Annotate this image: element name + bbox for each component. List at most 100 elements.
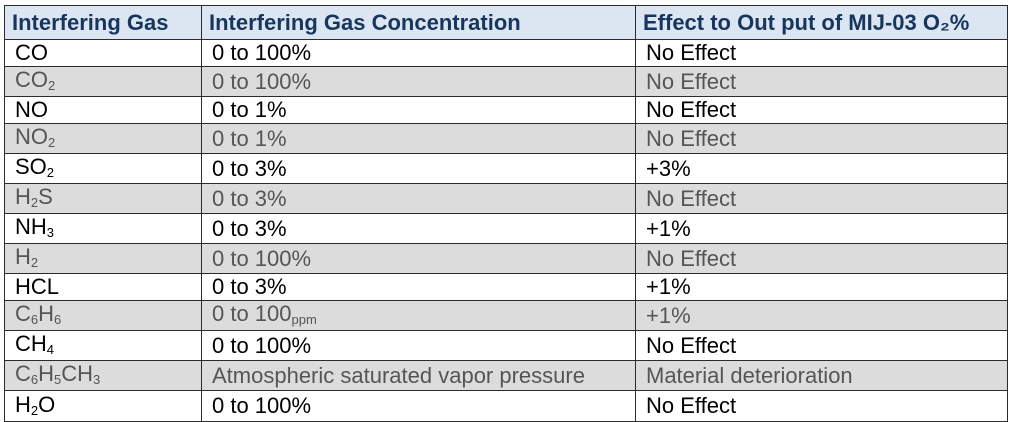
cell-text: 0 to 3% bbox=[212, 274, 287, 300]
header-interfering-gas: Interfering Gas bbox=[4, 5, 202, 40]
cell-interfering-gas: NH3 bbox=[4, 213, 202, 244]
header-row: Interfering Gas Interfering Gas Concentr… bbox=[4, 5, 1008, 40]
cell-interfering-gas: H2 bbox=[4, 243, 202, 274]
cell-text: NO bbox=[15, 97, 48, 123]
table-row: CO2 0 to 100% No Effect bbox=[4, 66, 1008, 97]
cell-effect-to-output: Material deterioration bbox=[635, 360, 1008, 391]
cell-interfering-gas: NO bbox=[4, 96, 202, 124]
cell-gas-concentration: 0 to 3% bbox=[201, 153, 636, 184]
cell-gas-concentration: 0 to 100ppm bbox=[201, 300, 636, 331]
cell-effect-to-output: No Effect bbox=[635, 390, 1008, 422]
subscript-text: 2 bbox=[46, 165, 55, 180]
interference-table: Interfering Gas Interfering Gas Concentr… bbox=[4, 5, 1008, 422]
cell-text: 0 to 100% bbox=[212, 332, 312, 358]
cell-effect-to-output: +1% bbox=[635, 300, 1008, 331]
header-gas-concentration: Interfering Gas Concentration bbox=[201, 5, 636, 40]
table-row: SO2 0 to 3% +3% bbox=[4, 153, 1008, 184]
cell-interfering-gas: H2O bbox=[4, 390, 202, 422]
cell-gas-concentration: 0 to 100% bbox=[201, 330, 636, 361]
cell-text: CH bbox=[61, 361, 94, 387]
cell-text: 0 to 100% bbox=[212, 393, 312, 418]
subscript-text: 2 bbox=[30, 402, 39, 418]
cell-text: CO bbox=[15, 40, 48, 66]
subscript-text: 6 bbox=[30, 312, 39, 327]
table-body: CO 0 to 100% No Effect CO2 0 to 100% No Effec… bbox=[4, 39, 1008, 422]
cell-text: CH bbox=[15, 331, 47, 357]
subscript-text: 6 bbox=[54, 312, 62, 327]
table-row: NH3 0 to 3% +1% bbox=[4, 213, 1008, 244]
cell-effect-to-output: No Effect bbox=[635, 66, 1008, 97]
table-row: CH4 0 to 100% No Effect bbox=[4, 330, 1008, 361]
cell-text: HCL bbox=[15, 274, 60, 300]
cell-gas-concentration: 0 to 100% bbox=[201, 66, 636, 97]
cell-text: 0 to 100 bbox=[212, 301, 292, 327]
subscript-text: 5 bbox=[54, 372, 62, 387]
subscript-text: 3 bbox=[93, 372, 101, 387]
cell-gas-concentration: Atmospheric saturated vapor pressure bbox=[201, 360, 636, 391]
cell-gas-concentration: 0 to 1% bbox=[201, 123, 636, 154]
cell-effect-to-output: No Effect bbox=[635, 183, 1008, 214]
table-row: NO 0 to 1% No Effect bbox=[4, 96, 1008, 124]
cell-gas-concentration: 0 to 3% bbox=[201, 213, 636, 244]
cell-effect-to-output: +1% bbox=[635, 273, 1008, 301]
cell-effect-to-output: No Effect bbox=[635, 39, 1008, 67]
subscript-text: 2 bbox=[30, 255, 39, 270]
cell-interfering-gas: H2S bbox=[4, 183, 202, 214]
cell-gas-concentration: 0 to 100% bbox=[201, 243, 636, 274]
cell-text: NH bbox=[15, 214, 47, 240]
cell-interfering-gas: HCL bbox=[4, 273, 202, 301]
cell-text: CO bbox=[15, 67, 48, 93]
cell-text: 0 to 100% bbox=[212, 68, 312, 94]
cell-text: H bbox=[15, 184, 31, 210]
cell-text: 0 to 1% bbox=[212, 97, 287, 123]
cell-interfering-gas: SO2 bbox=[4, 153, 202, 184]
cell-interfering-gas: C6H6 bbox=[4, 300, 202, 331]
cell-interfering-gas: C6H5CH3 bbox=[4, 360, 202, 391]
cell-effect-to-output: No Effect bbox=[635, 96, 1008, 124]
subscript-text: 3 bbox=[46, 225, 55, 240]
cell-text: 0 to 3% bbox=[212, 185, 287, 211]
cell-interfering-gas: NO2 bbox=[4, 123, 202, 154]
cell-effect-to-output: +1% bbox=[635, 213, 1008, 244]
table-row: HCL 0 to 3% +1% bbox=[4, 273, 1008, 301]
table-row: C6H6 0 to 100ppm +1% bbox=[4, 300, 1008, 331]
cell-text: 0 to 3% bbox=[212, 155, 287, 181]
cell-text: H bbox=[15, 244, 31, 270]
table-row: CO 0 to 100% No Effect bbox=[4, 39, 1008, 67]
subscript-text: 6 bbox=[30, 372, 39, 387]
cell-text: 0 to 100% bbox=[212, 245, 312, 271]
cell-effect-to-output: No Effect bbox=[635, 243, 1008, 274]
cell-interfering-gas: CO2 bbox=[4, 66, 202, 97]
subscript-text: 2 bbox=[48, 135, 56, 150]
cell-gas-concentration: 0 to 1% bbox=[201, 96, 636, 124]
cell-text: C bbox=[15, 361, 31, 387]
table-row: H2 0 to 100% No Effect bbox=[4, 243, 1008, 274]
cell-text: S bbox=[38, 184, 53, 210]
cell-text: NO bbox=[15, 124, 48, 150]
cell-effect-to-output: No Effect bbox=[635, 330, 1008, 361]
subscript-text: 2 bbox=[30, 195, 39, 210]
cell-gas-concentration: 0 to 100% bbox=[201, 390, 636, 422]
cell-gas-concentration: 0 to 3% bbox=[201, 273, 636, 301]
cell-text: H bbox=[15, 391, 31, 417]
subscript-text: ppm bbox=[291, 312, 317, 327]
cell-text: 0 to 100% bbox=[212, 40, 312, 66]
cell-effect-to-output: No Effect bbox=[635, 123, 1008, 154]
cell-text: C bbox=[15, 301, 31, 327]
cell-text: O bbox=[38, 391, 56, 417]
header-effect-to-output: Effect to Out put of MIJ-03 O₂% bbox=[635, 5, 1008, 40]
cell-effect-to-output: +3% bbox=[635, 153, 1008, 184]
cell-interfering-gas: CH4 bbox=[4, 330, 202, 361]
subscript-text: 4 bbox=[46, 342, 55, 357]
cell-interfering-gas: CO bbox=[4, 39, 202, 67]
cell-gas-concentration: 0 to 3% bbox=[201, 183, 636, 214]
cell-gas-concentration: 0 to 100% bbox=[201, 39, 636, 67]
cell-text: H bbox=[38, 301, 55, 327]
table-row: NO2 0 to 1% No Effect bbox=[4, 123, 1008, 154]
cell-text: 0 to 3% bbox=[212, 215, 287, 241]
table-row: H2O 0 to 100% No Effect bbox=[4, 390, 1008, 422]
cell-text: H bbox=[38, 361, 55, 387]
subscript-text: 2 bbox=[48, 78, 56, 93]
table-row: H2S 0 to 3% No Effect bbox=[4, 183, 1008, 214]
table-row: C6H5CH3 Atmospheric saturated vapor press… bbox=[4, 360, 1008, 391]
